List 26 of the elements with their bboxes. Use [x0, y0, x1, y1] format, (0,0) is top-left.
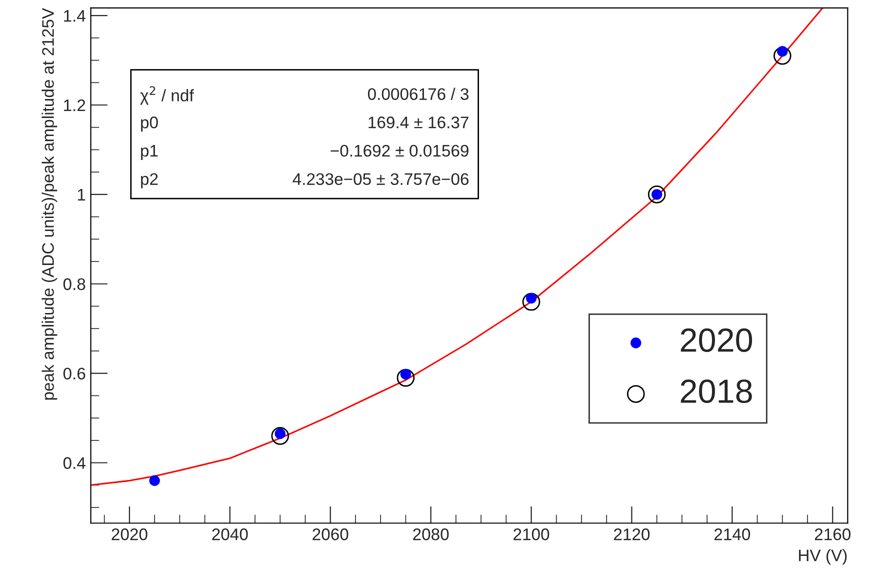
annotation: p2: [141, 173, 158, 188]
x-tick-label: 2100: [514, 528, 550, 540]
legend-label: 2020: [680, 328, 752, 352]
x-tick-label: 2120: [614, 528, 650, 540]
y-tick-label: 0.8: [63, 278, 86, 290]
x-tick-label: 2020: [112, 528, 148, 540]
x-tick-label: 2140: [714, 528, 750, 540]
y-tick-label: 1: [78, 189, 86, 200]
annotation: χ$^{2}$ / ndf: [140, 86, 194, 105]
y-tick-label: 1.4: [64, 10, 86, 22]
y-tick-label: 0.6: [63, 368, 86, 380]
legend-label: 2018: [680, 379, 752, 404]
y-axis-title: peak amplitude (ADC units)/peak amplitude at 2125V: [42, 8, 58, 400]
x-tick-label: 2160: [814, 528, 851, 540]
annotation: 4.233e−05 ± 3.757e−06: [292, 173, 469, 186]
x-tick-label: 2040: [212, 528, 248, 540]
annotation: 0.0006176 / 3: [368, 88, 469, 100]
y-tick-label: 0.4: [63, 457, 86, 469]
x-tick-label: 2080: [413, 528, 449, 540]
y-tick-label: 1.2: [64, 99, 86, 112]
annotation: p0: [141, 116, 158, 132]
x-axis-title: HV (V): [799, 549, 847, 565]
annotation: 169.4 ± 16.37: [368, 116, 468, 128]
x-tick-label: 2060: [312, 528, 348, 540]
annotation: −0.1692 ± 0.01569: [330, 144, 468, 157]
annotation: p1: [141, 145, 158, 160]
